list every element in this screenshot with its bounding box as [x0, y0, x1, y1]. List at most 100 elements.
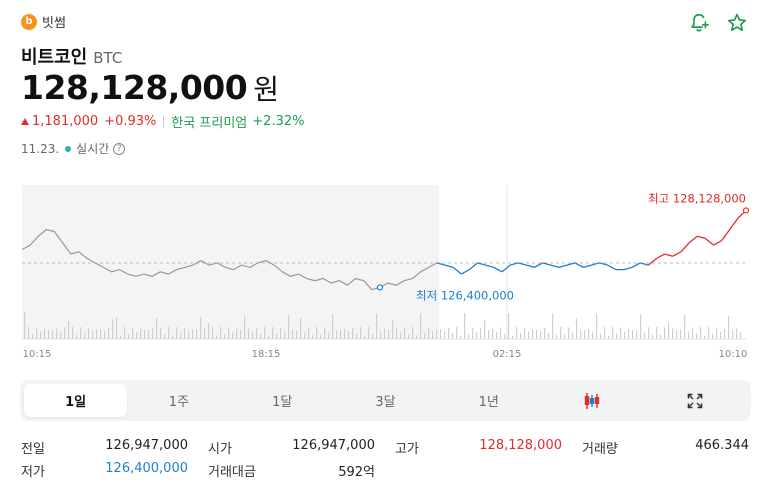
volume-bar: [132, 327, 134, 339]
volume-bar: [444, 331, 446, 339]
volume-bar: [368, 327, 370, 339]
favorite-button[interactable]: [724, 10, 750, 36]
volume-bar: [588, 328, 590, 339]
volume-bar: [240, 330, 242, 339]
volume-bar: [572, 332, 574, 339]
volume-bar: [356, 333, 358, 339]
volume-bar: [656, 327, 658, 339]
volume-bar: [332, 314, 334, 339]
stat-label: 시가: [208, 442, 232, 457]
tab-1w[interactable]: 1주: [168, 395, 190, 410]
volume-bar: [460, 335, 462, 339]
volume-bar: [716, 327, 718, 339]
volume-bar: [560, 327, 562, 339]
price-value: 128,128,000: [21, 68, 248, 107]
volume-bar: [708, 327, 710, 339]
premium-value: +2.32%: [252, 114, 305, 129]
volume-bar: [300, 318, 302, 339]
volume-bar: [216, 335, 218, 339]
volume-bar: [736, 328, 738, 339]
volume-bar: [496, 331, 498, 339]
volume-bar: [700, 327, 702, 339]
volume-bar: [660, 334, 662, 339]
fullscreen-button[interactable]: [644, 384, 747, 417]
volume-bar: [312, 334, 314, 339]
volume-bar: [488, 330, 490, 339]
help-icon[interactable]: ?: [113, 142, 126, 155]
volume-bar: [472, 327, 474, 339]
add-alert-button[interactable]: [686, 10, 712, 36]
price-change: 1,181,000 +0.93% 한국 프리미엄 +2.32%: [21, 112, 304, 131]
volume-bar: [100, 329, 102, 339]
stat-high: 고가 128,128,000: [395, 438, 562, 457]
volume-bar: [112, 319, 114, 339]
volume-bar: [276, 333, 278, 339]
volume-bar: [44, 328, 46, 339]
volume-bar: [160, 327, 162, 339]
candlestick-button[interactable]: [540, 384, 643, 417]
series-segment: [591, 262, 600, 266]
volume-bar: [256, 327, 258, 339]
volume-bar: [580, 330, 582, 339]
volume-bar: [668, 322, 670, 339]
volume-bar: [288, 314, 290, 339]
series-segment: [680, 242, 690, 253]
volume-bar: [512, 335, 514, 339]
volume-bar: [164, 334, 166, 339]
volume-bar: [536, 329, 538, 339]
volume-bar: [292, 329, 294, 339]
volume-bar: [692, 327, 694, 339]
stat-low: 저가 126,400,000: [21, 461, 188, 480]
stat-label: 고가: [395, 442, 419, 457]
expand-icon: [688, 393, 703, 408]
series-segment: [631, 262, 641, 268]
premium-label: 한국 프리미엄: [171, 116, 248, 131]
volume-bar: [308, 327, 310, 339]
divider: [163, 115, 165, 128]
volume-bar: [280, 327, 282, 339]
tab-1m[interactable]: 1달: [272, 395, 293, 410]
high-annotation: 최고 128,128,000: [648, 191, 746, 205]
volume-bar: [140, 328, 142, 339]
volume-bar: [620, 327, 622, 339]
stat-value: 128,128,000: [479, 438, 562, 453]
volume-bar: [704, 335, 706, 339]
volume-bar: [392, 320, 394, 339]
volume-bar: [376, 313, 378, 339]
volume-bar: [68, 320, 70, 339]
series-segment: [518, 262, 527, 266]
volume-bar: [520, 333, 522, 339]
volume-bar: [52, 330, 54, 339]
volume-bar: [684, 314, 686, 339]
series-segment: [640, 262, 649, 266]
volume-bar: [172, 335, 174, 339]
tab-3m[interactable]: 3달: [375, 395, 396, 410]
volume-bar: [508, 313, 510, 339]
tab-1y[interactable]: 1년: [478, 395, 499, 410]
volume-bar: [28, 327, 30, 339]
realtime-label: 실시간: [76, 142, 110, 156]
volume-bar: [84, 332, 86, 339]
change-percent: +0.93%: [104, 114, 157, 129]
volume-bar: [712, 333, 714, 339]
volume-bar: [440, 329, 442, 339]
bithumb-logo-icon: b: [21, 13, 37, 30]
volume-bar: [108, 327, 110, 339]
volume-bar: [492, 328, 494, 339]
tab-1d[interactable]: 1일: [24, 384, 128, 417]
volume-bar: [56, 328, 58, 339]
volume-bar: [600, 333, 602, 339]
series-segment: [688, 235, 698, 244]
volume-bar: [476, 331, 478, 339]
coin-title: 비트코인 BTC: [21, 43, 122, 69]
price-chart[interactable]: 최고 128,128,000 최저 126,400,000 10:15 18:15…: [0, 185, 764, 365]
series-segment: [485, 264, 494, 268]
coin-symbol: BTC: [93, 49, 123, 67]
volume-bar: [120, 335, 122, 339]
coin-name: 비트코인: [21, 47, 88, 68]
volume-bar: [60, 332, 62, 339]
update-time: 11.23. 실시간 ?: [21, 140, 126, 157]
volume-bar: [372, 333, 374, 339]
stat-value: 126,400,000: [105, 461, 188, 476]
series-segment: [664, 253, 673, 257]
